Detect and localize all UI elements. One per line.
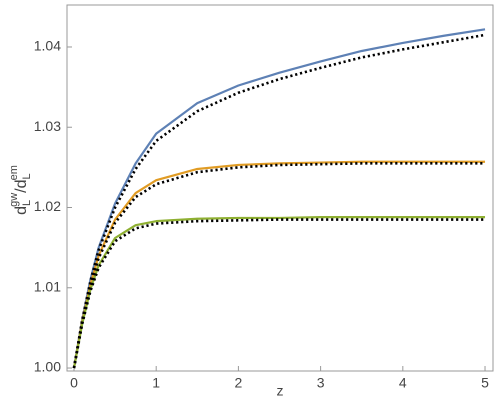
y-tick-label: 1.03 — [34, 118, 61, 134]
x-tick-label: 5 — [481, 375, 489, 391]
y-label-sub: L — [21, 173, 33, 179]
x-tick-label: 3 — [317, 375, 325, 391]
series-line — [72, 160, 486, 369]
y-tick-label: 1.04 — [34, 38, 61, 54]
x-tick-label: 0 — [70, 375, 78, 391]
y-label-sup: gw — [8, 193, 20, 207]
y-label-part: d — [13, 206, 30, 215]
series-line — [72, 218, 486, 369]
y-tick-label: 1.02 — [34, 198, 61, 214]
series-line — [72, 28, 486, 369]
y-tick-label: 1.00 — [34, 359, 61, 375]
series-line — [72, 33, 486, 369]
plot-frame — [66, 4, 494, 372]
y-tick-label: 1.01 — [34, 278, 61, 294]
x-axis-label: z — [277, 383, 284, 399]
series-line — [72, 216, 486, 369]
x-tick-label: 1 — [152, 375, 160, 391]
y-label-sub: L — [21, 200, 33, 206]
y-label-part: d — [13, 179, 30, 188]
x-tick-label: 2 — [235, 375, 243, 391]
y-label-part: / — [13, 188, 30, 193]
y-label-sup: em — [8, 165, 20, 180]
y-axis-label: dLgw/dLem — [8, 165, 33, 215]
series-line — [72, 162, 486, 369]
x-tick-label: 4 — [399, 375, 407, 391]
